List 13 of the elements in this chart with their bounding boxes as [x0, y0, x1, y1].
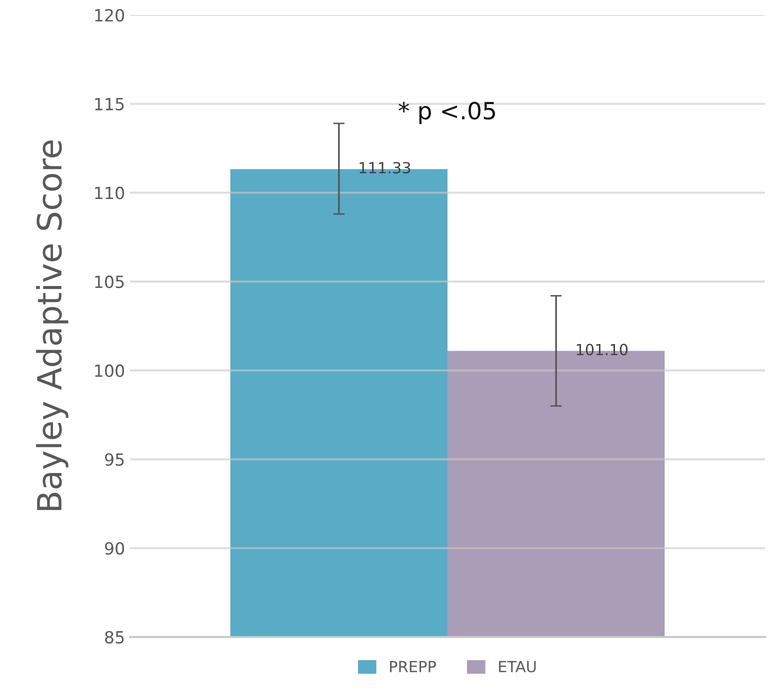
y-tick-label: 105 — [95, 276, 124, 288]
y-axis-title: Bayley Adaptive Score — [36, 140, 68, 510]
legend-label: ETAU — [499, 661, 536, 672]
y-tick-label: 110 — [95, 186, 124, 200]
data-label: 101.10 — [576, 344, 628, 356]
y-tick-label: 85 — [105, 630, 124, 644]
y-tick-label: 95 — [104, 453, 124, 466]
y-tick-label: 90 — [104, 542, 124, 555]
legend-label: PREPP — [390, 661, 436, 672]
annotation: * p <.05 — [398, 102, 496, 124]
y-tick-label: 115 — [95, 98, 124, 110]
y-tick-label: 100 — [95, 364, 124, 377]
y-tick-label: 120 — [95, 8, 124, 22]
